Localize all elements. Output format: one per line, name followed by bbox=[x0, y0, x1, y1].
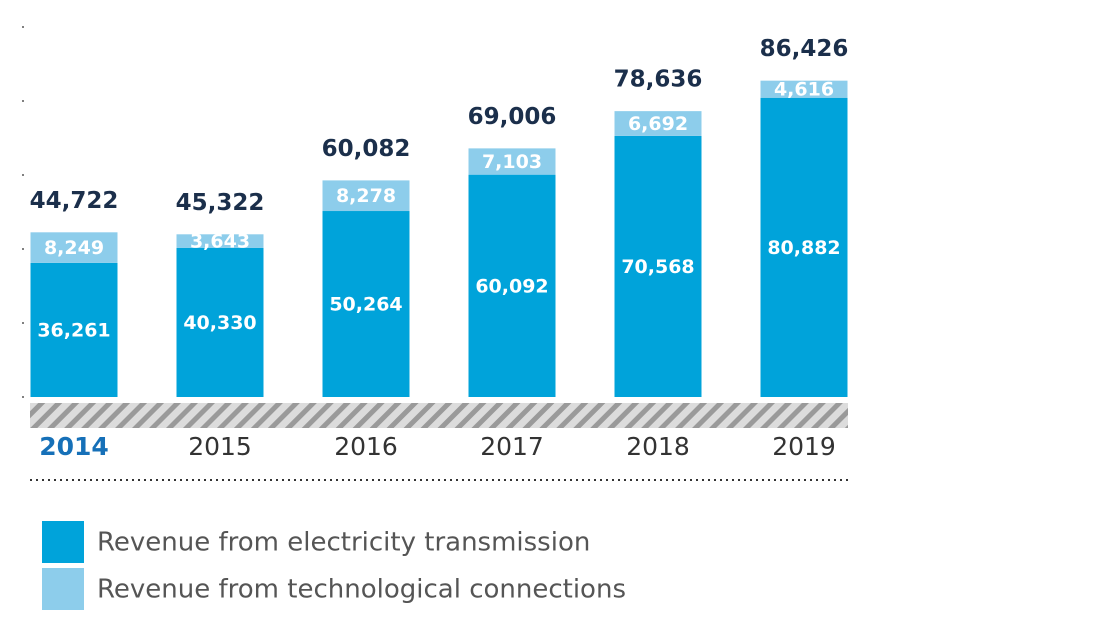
total-label: 44,722 bbox=[30, 188, 119, 214]
bar-segment bbox=[468, 174, 556, 397]
value-label: 8,278 bbox=[336, 185, 396, 207]
x-tick-label: 2014 bbox=[39, 432, 109, 461]
total-label: 78,636 bbox=[614, 67, 703, 93]
legend-swatch bbox=[42, 568, 84, 610]
value-label: 6,692 bbox=[628, 113, 688, 135]
legend-label: Revenue from electricity transmission bbox=[97, 528, 590, 558]
x-tick-label: 2017 bbox=[480, 432, 544, 461]
x-tick-label: 2019 bbox=[772, 432, 836, 461]
x-tick-label: 2018 bbox=[626, 432, 690, 461]
bar-segment bbox=[176, 247, 264, 397]
value-label: 50,264 bbox=[329, 294, 402, 316]
value-label: 7,103 bbox=[482, 151, 542, 173]
bar-segment bbox=[322, 211, 410, 397]
bar-segment bbox=[614, 111, 702, 136]
total-label: 69,006 bbox=[468, 104, 557, 130]
bar-segment bbox=[614, 135, 702, 397]
bar-segment bbox=[468, 148, 556, 175]
legend-swatch bbox=[42, 521, 84, 563]
total-label: 45,322 bbox=[176, 190, 265, 216]
value-label: 80,882 bbox=[767, 237, 840, 259]
total-label: 86,426 bbox=[760, 36, 849, 62]
value-label: 40,330 bbox=[183, 312, 256, 334]
x-tick-label: 2015 bbox=[188, 432, 252, 461]
value-label: 8,249 bbox=[44, 237, 104, 259]
bar-segment bbox=[30, 232, 118, 263]
bar-segment bbox=[760, 80, 848, 98]
value-label: 70,568 bbox=[621, 256, 694, 278]
bar-segment bbox=[30, 262, 118, 397]
bar-segment bbox=[760, 97, 848, 397]
value-label: 60,092 bbox=[475, 275, 548, 297]
value-label: 3,643 bbox=[190, 231, 250, 253]
value-label: 36,261 bbox=[37, 319, 110, 341]
baseline-band bbox=[30, 403, 848, 428]
value-label: 4,616 bbox=[774, 79, 834, 101]
total-label: 60,082 bbox=[322, 136, 411, 162]
bar-segment bbox=[322, 180, 410, 212]
bar-segment bbox=[176, 234, 264, 248]
x-tick-label: 2016 bbox=[334, 432, 398, 461]
legend-label: Revenue from technological connections bbox=[97, 575, 626, 605]
